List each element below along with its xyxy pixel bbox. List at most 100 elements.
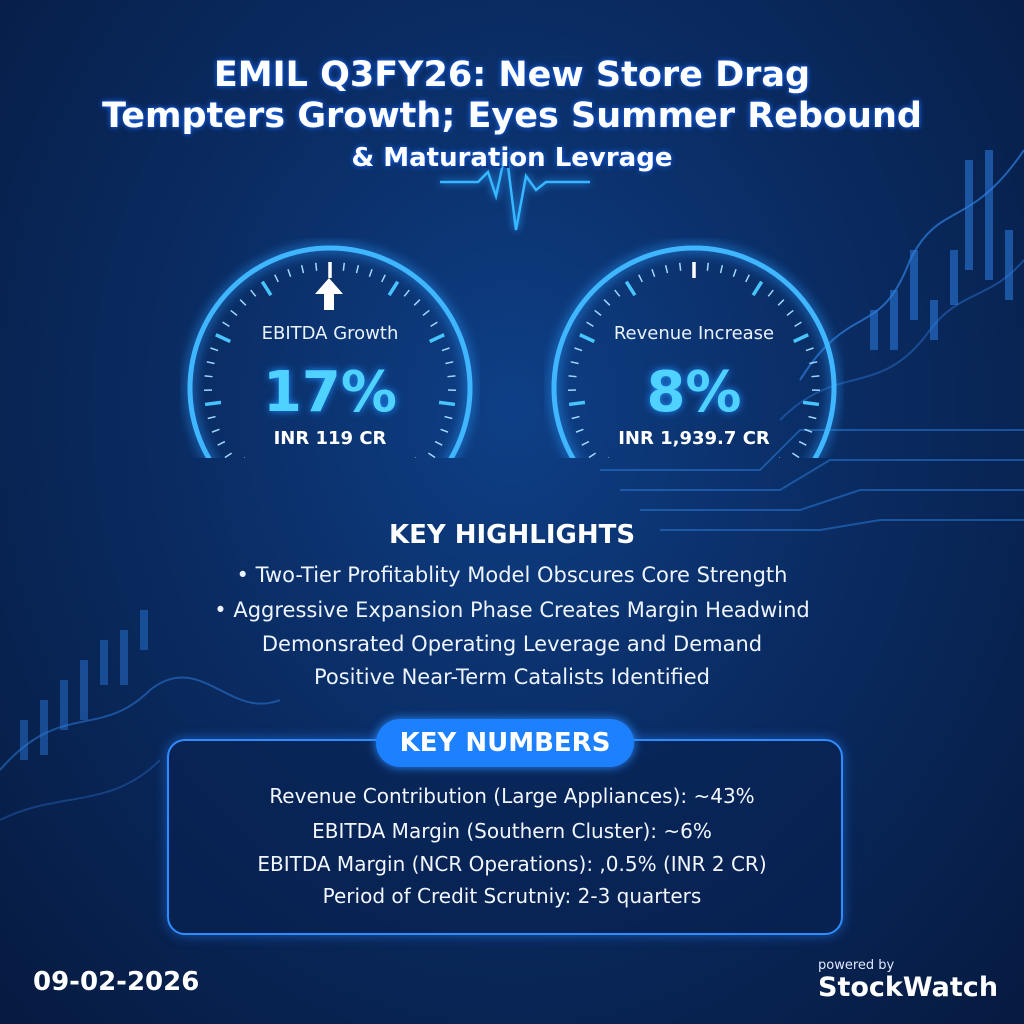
gauge-major-tick — [428, 333, 445, 344]
ebitda-growth-value: 17% — [262, 360, 398, 425]
title-line-3: & Maturation Levrage — [351, 143, 673, 173]
gauge-minor-tick — [444, 415, 453, 420]
key-number-item: EBITDA Margin (NCR Operations): ,0.5% (I… — [257, 852, 767, 876]
gauge-minor-tick — [570, 361, 579, 365]
gauge-minor-tick — [211, 428, 220, 433]
gauge-minor-tick — [207, 415, 216, 420]
gauge-major-tick — [568, 400, 586, 407]
gauge-minor-tick — [791, 452, 800, 459]
gauge-major-tick — [204, 400, 222, 407]
trend-line-left — [0, 676, 281, 771]
gauge-minor-tick — [614, 289, 621, 297]
gauge-minor-tick — [574, 347, 583, 352]
gauge-minor-tick — [786, 309, 794, 316]
gauge-minor-tick — [706, 262, 710, 271]
gauge-arc — [187, 245, 473, 480]
brand-logo: StockWatch — [818, 972, 999, 1003]
gauge-minor-tick — [239, 299, 247, 306]
gauge-major-tick — [387, 280, 400, 297]
gauge-arc — [551, 245, 837, 480]
trend-line-right — [799, 149, 1024, 381]
up-arrow-icon — [315, 278, 343, 310]
title-line-1: EMIL Q3FY26: New Store Drag — [213, 55, 811, 95]
gauge-minor-tick — [381, 274, 386, 283]
gauge-minor-tick — [575, 428, 584, 433]
gauge-minor-tick — [217, 440, 226, 446]
gauge-minor-tick — [745, 274, 750, 283]
gauge-minor-tick — [445, 361, 454, 365]
highlight-item: Positive Near-Term Catalists Identified — [313, 665, 711, 689]
revenue-increase-amount: INR 1,939.7 CR — [618, 428, 770, 449]
gauge-minor-tick — [222, 321, 230, 327]
gauge-minor-tick — [719, 265, 724, 274]
key-number-item: Period of Credit Scrutniy: 2-3 quarters — [322, 884, 702, 908]
candlesticks-left — [20, 610, 148, 760]
gauge-minor-tick — [342, 262, 346, 271]
gauge-minor-tick — [287, 268, 292, 278]
gauge-minor-tick — [798, 440, 807, 446]
gauge-minor-tick — [230, 309, 238, 316]
gauge-minor-tick — [571, 415, 580, 420]
highlight-item: Demonsrated Operating Leverage and Deman… — [261, 632, 763, 656]
gauge-minor-tick — [224, 452, 233, 459]
powered-by-label: powered by — [818, 958, 895, 973]
gauge-minor-tick — [581, 440, 590, 446]
gauge-major-tick — [579, 333, 596, 344]
gauge-dial — [551, 245, 837, 480]
gauge-minor-tick — [403, 289, 410, 297]
gauge-minor-tick — [210, 347, 219, 352]
gauge-minor-tick — [767, 289, 774, 297]
gauge-minor-tick — [811, 375, 820, 378]
gauge-minor-tick — [603, 299, 611, 306]
gauge-minor-tick — [777, 299, 785, 306]
gauge-minor-tick — [638, 274, 643, 283]
gauge-major-tick — [802, 400, 820, 407]
gauge-major-tick — [792, 333, 809, 344]
gauge-minor-tick — [568, 375, 577, 378]
gauge-major-tick — [260, 280, 273, 297]
highlight-item: • Aggressive Expansion Phase Creates Mar… — [214, 598, 810, 622]
key-numbers-title: KEY NUMBERS — [376, 719, 634, 767]
gauge-minor-tick — [422, 309, 430, 316]
key-number-item: Revenue Contribution (Large Appliances):… — [269, 784, 755, 808]
gauge-minor-tick — [447, 375, 456, 378]
gauge-major-tick — [751, 280, 764, 297]
key-highlights-title: KEY HIGHLIGHTS — [388, 520, 636, 550]
ebitda-growth-label: EBITDA Growth — [261, 323, 399, 344]
gauge-minor-tick — [651, 268, 656, 278]
ebitda-growth-gauge: EBITDA Growth 17% INR 119 CR — [180, 238, 480, 480]
heartbeat-line — [440, 149, 590, 231]
gauge-minor-tick — [664, 265, 669, 274]
gauge-minor-tick — [355, 265, 360, 274]
highlight-item: • Two-Tier Profitablity Model Obscures C… — [236, 563, 788, 587]
circuit-lines — [600, 429, 1024, 531]
candlesticks-right — [870, 150, 1013, 350]
gauge-minor-tick — [427, 452, 436, 459]
gauge-minor-tick — [588, 452, 597, 459]
gauge-major-tick — [215, 333, 232, 344]
gauge-minor-tick — [440, 428, 449, 433]
gauge-minor-tick — [441, 347, 450, 352]
report-date: 09-02-2026 — [33, 967, 200, 997]
gauge-minor-tick — [368, 268, 373, 278]
gauge-minor-tick — [586, 321, 594, 327]
gauge-minor-tick — [794, 321, 802, 327]
gauge-dial — [187, 245, 473, 480]
gauge-minor-tick — [413, 299, 421, 306]
gauge-minor-tick — [434, 440, 443, 446]
revenue-increase-label: Revenue Increase — [613, 323, 775, 344]
ebitda-growth-amount: INR 119 CR — [273, 428, 387, 449]
gauge-minor-tick — [250, 289, 257, 297]
gauge-major-tick — [438, 400, 456, 407]
gauge-minor-tick — [274, 274, 279, 283]
trend-line-right-2 — [779, 259, 1024, 421]
gauge-minor-tick — [314, 262, 318, 271]
title-line-2: Tempters Growth; Eyes Summer Rebound — [102, 96, 922, 136]
revenue-increase-value: 8% — [646, 360, 742, 425]
gauge-minor-tick — [594, 309, 602, 316]
gauge-minor-tick — [804, 428, 813, 433]
gauge-minor-tick — [300, 265, 305, 274]
key-number-item: EBITDA Margin (Southern Cluster): ~6% — [312, 819, 712, 843]
gauge-minor-tick — [206, 361, 215, 365]
